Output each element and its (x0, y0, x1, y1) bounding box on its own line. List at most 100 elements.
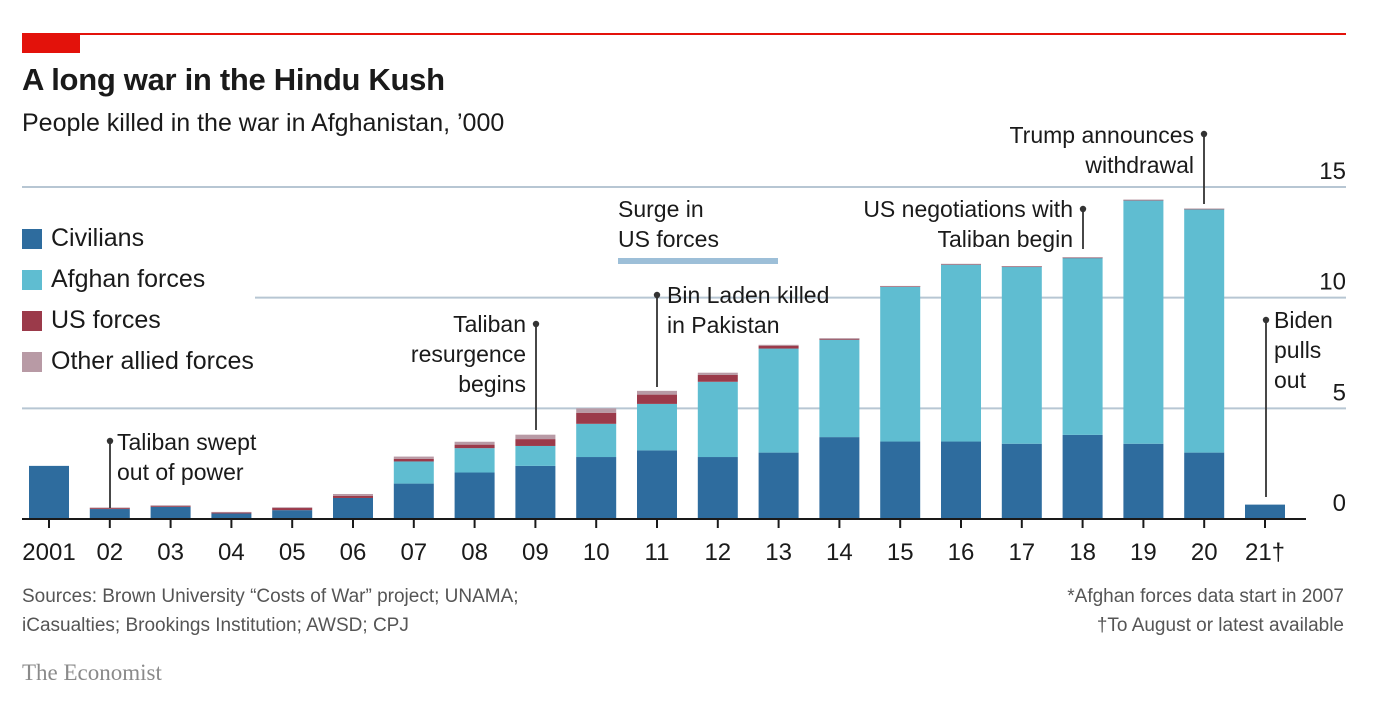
bar-other-allied-forces-07 (393, 456, 434, 459)
bar-us-forces-13 (758, 345, 799, 349)
bar-other-allied-forces-19 (1123, 199, 1164, 201)
bar-afghan-forces-07 (393, 461, 434, 484)
x-tick-label-20: 20 (1191, 539, 1218, 566)
footnotes: *Afghan forces data start in 2007 †To Au… (1067, 582, 1344, 640)
bar-afghan-forces-11 (637, 403, 677, 451)
bar-civilians-04 (211, 513, 252, 519)
y-tick-label-0: 0 (1333, 490, 1346, 517)
legend-swatch-other-allied (22, 351, 42, 372)
legend-swatch-us-forces (22, 310, 42, 331)
bar-civilians-21 (1245, 504, 1285, 519)
bar-other-allied-forces-08 (454, 441, 495, 445)
bar-civilians-17 (1001, 443, 1042, 519)
bar-afghan-forces-17 (1001, 266, 1042, 444)
bar-afghan-forces-09 (515, 445, 556, 466)
bar-us-forces-09 (515, 439, 556, 446)
x-tick-label-17: 17 (1008, 539, 1035, 566)
x-tick-label-05: 05 (279, 539, 306, 566)
x-tick-label-14: 14 (826, 539, 853, 566)
bar-us-forces-04 (211, 512, 252, 514)
legend-label-us-forces: US forces (51, 306, 161, 334)
bar-afghan-forces-08 (454, 448, 495, 473)
bar-civilians-16 (941, 441, 981, 519)
y-tick-label-15: 15 (1319, 158, 1346, 185)
legend-label-civilians: Civilians (51, 224, 145, 252)
legend-swatch-civilians (22, 228, 42, 249)
bar-civilians-05 (272, 510, 313, 519)
chart-subtitle: People killed in the war in Afghanistan,… (22, 109, 505, 137)
bar-us-forces-03 (150, 505, 191, 507)
x-tick-label-21: 21† (1245, 539, 1285, 566)
footnote-afghan-forces: *Afghan forces data start in 2007 (1067, 586, 1344, 607)
x-tick-label-08: 08 (461, 539, 488, 566)
x-tick-label-16: 16 (948, 539, 975, 566)
annotation-dot-20 (1200, 130, 1208, 138)
bar-civilians-07 (393, 483, 434, 519)
bar-other-allied-forces-15 (880, 285, 921, 287)
annotation-text-surge-2: US forces (618, 226, 719, 252)
bar-civilians-09 (515, 465, 556, 519)
bar-civilians-14 (819, 437, 860, 519)
annotation-text-20-1: Trump announces (1009, 122, 1194, 148)
bar-other-allied-forces-14 (819, 338, 860, 339)
bar-afghan-forces-14 (819, 339, 860, 438)
x-tick-label-07: 07 (400, 539, 427, 566)
x-tick-label-03: 03 (157, 539, 184, 566)
bar-other-allied-forces-17 (1001, 266, 1042, 267)
bar-us-forces-02 (89, 507, 130, 510)
bar-civilians-19 (1123, 443, 1164, 519)
bar-civilians-18 (1062, 434, 1103, 519)
bar-civilians-08 (454, 472, 495, 519)
bar-afghan-forces-20 (1184, 209, 1225, 453)
brand-logo-text: The Economist (22, 660, 162, 685)
bar-civilians-2001 (29, 465, 69, 519)
y-tick-label-5: 5 (1333, 379, 1346, 406)
annotation-dot-09 (532, 320, 540, 328)
x-tick-label-15: 15 (887, 539, 914, 566)
x-tick-label-13: 13 (765, 539, 792, 566)
annotation-text-09-3: begins (458, 371, 526, 397)
bar-civilians-02 (89, 509, 130, 519)
annotation-text-09-2: resurgence (411, 341, 526, 367)
x-tick-label-04: 04 (218, 539, 245, 566)
top-rule (22, 33, 1346, 35)
y-tick-label-10: 10 (1319, 269, 1346, 296)
annotation-dot-21 (1262, 316, 1270, 324)
bar-other-allied-forces-16 (941, 263, 981, 265)
annotation-text-21-3: out (1274, 367, 1307, 393)
x-tick-label-09: 09 (522, 539, 549, 566)
legend-label-afghan-forces: Afghan forces (51, 265, 206, 293)
bar-us-forces-11 (637, 394, 677, 404)
bar-afghan-forces-10 (576, 423, 617, 458)
annotation-text-02-2: out of power (117, 459, 244, 485)
annotation-dot-02 (106, 437, 114, 445)
bar-afghan-forces-19 (1123, 200, 1164, 444)
annotation-text-11-1: Bin Laden killed (667, 282, 829, 308)
annotation-text-18-1: US negotiations with (863, 196, 1073, 222)
x-tick-label-12: 12 (704, 539, 731, 566)
annotation-text-21-1: Biden (1274, 307, 1333, 333)
bar-afghan-forces-12 (697, 381, 738, 458)
legend-item-civilians: Civilians (22, 218, 254, 259)
legend-swatch-afghan-forces (22, 269, 42, 290)
bar-us-forces-05 (272, 507, 313, 511)
bar-afghan-forces-18 (1062, 257, 1103, 435)
x-tick-label-06: 06 (340, 539, 367, 566)
bar-civilians-20 (1184, 452, 1225, 519)
bar-other-allied-forces-03 (150, 505, 191, 507)
x-tick-label-11: 11 (645, 539, 670, 566)
annotation-text-surge-1: Surge in (618, 196, 704, 222)
bar-civilians-11 (637, 450, 677, 519)
sources: Sources: Brown University “Costs of War”… (22, 582, 519, 640)
bar-us-forces-07 (393, 458, 434, 462)
x-tick-label-2001: 2001 (22, 539, 75, 566)
bar-other-allied-forces-18 (1062, 257, 1103, 258)
annotation-dot-11 (653, 291, 661, 299)
legend-item-us-forces: US forces (22, 300, 254, 341)
legend-item-afghan-forces: Afghan forces (22, 259, 254, 300)
bar-us-forces-14 (819, 338, 860, 340)
annotation-text-11-2: in Pakistan (667, 312, 780, 338)
annotation-text-20-2: withdrawal (1084, 152, 1194, 178)
sources-line-1: Sources: Brown University “Costs of War”… (22, 586, 519, 607)
